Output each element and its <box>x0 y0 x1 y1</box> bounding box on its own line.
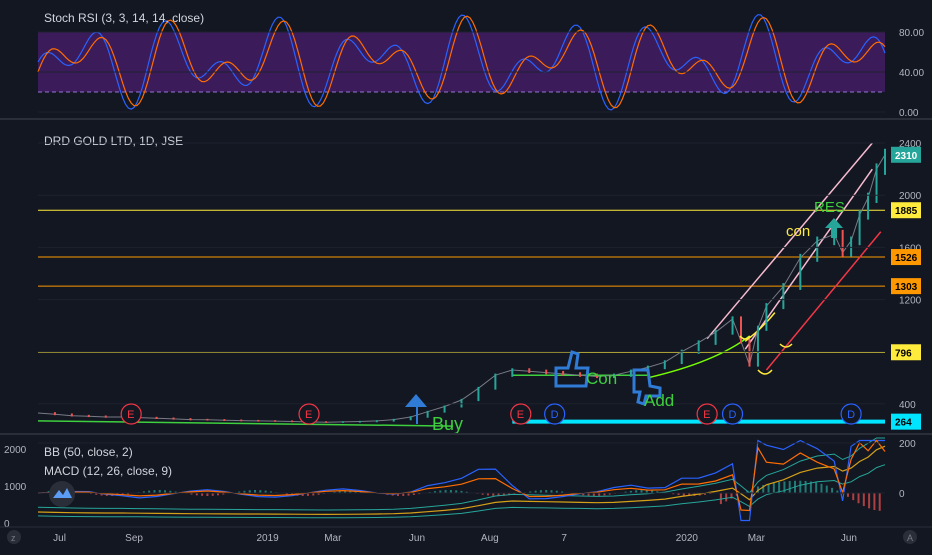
event-marker-label: D <box>729 409 737 421</box>
x-tick-label: Jul <box>53 533 66 544</box>
auto-scale-glyph: A <box>907 533 913 543</box>
bb-lower-band <box>37 464 886 519</box>
level-tag <box>891 202 921 219</box>
x-tick-label: Jun <box>409 533 425 544</box>
event-marker[interactable] <box>544 403 566 425</box>
smile-mark-3 <box>779 343 793 348</box>
lower-left-tick-label: 1000 <box>4 482 27 493</box>
rsi-tick-label: 40.00 <box>899 68 924 79</box>
bb-macd-panel[interactable]: BB (50, close, 2) MACD (12, 26, close, 9… <box>4 437 916 530</box>
event-marker-label: E <box>127 409 134 421</box>
lower-right-tick-label: 200 <box>899 439 916 450</box>
add-annotation: Add <box>644 391 674 410</box>
x-tick-label: Sep <box>125 533 143 544</box>
zoom-settings-glyph: z <box>11 533 16 543</box>
zoom-settings-icon[interactable] <box>7 530 21 544</box>
yellow-curve-line <box>744 312 776 342</box>
event-marker[interactable] <box>696 403 718 425</box>
rsi-tick-label: 80.00 <box>899 28 924 39</box>
level-tag-label: 264 <box>895 418 912 429</box>
price-panel[interactable]: DRD GOLD LTD, 1D, JSE 240020001600120080… <box>37 134 922 434</box>
price-series <box>37 154 886 423</box>
lower-left-tick-label: 0 <box>4 519 10 530</box>
stoch-rsi-k-line <box>37 14 886 111</box>
bb-basis <box>37 445 886 516</box>
x-tick-label: Mar <box>324 533 342 544</box>
stoch-rsi-panel[interactable]: Stoch RSI (3, 3, 14, 14, close) 80.00 40.… <box>37 11 924 119</box>
event-marker[interactable] <box>840 403 862 425</box>
x-tick-label: 7 <box>561 533 567 544</box>
macd-signal-line <box>37 439 886 512</box>
x-axis[interactable]: Jul Sep 2019 Mar Jun Aug 7 2020 Mar Jun z A <box>0 526 932 544</box>
level-tag-label: 1885 <box>895 206 918 217</box>
chart-title: DRD GOLD LTD, 1D, JSE <box>44 134 183 148</box>
event-marker-label: E <box>305 409 312 421</box>
buy-arrow-icon <box>405 394 427 424</box>
channel-upper-line[interactable] <box>706 142 873 340</box>
smile-mark-1 <box>739 335 751 340</box>
buy-annotation: Buy <box>432 414 463 434</box>
level-tag-label: 796 <box>895 348 912 359</box>
stoch-rsi-label: Stoch RSI (3, 3, 14, 14, close) <box>44 11 204 25</box>
event-marker[interactable] <box>120 403 142 425</box>
x-tick-label: 2019 <box>256 533 279 544</box>
macd-label: MACD (12, 26, close, 9) <box>44 464 172 478</box>
event-marker[interactable] <box>298 403 320 425</box>
price-tick-label: 400 <box>899 400 916 411</box>
x-tick-label: Mar <box>748 533 766 544</box>
price-tick-label: 1600 <box>899 243 922 254</box>
lower-left-tick-label: 2000 <box>4 445 27 456</box>
event-marker-label: D <box>551 409 559 421</box>
level-tag <box>891 249 921 266</box>
bb-label: BB (50, close, 2) <box>44 445 133 459</box>
level-tag <box>891 413 921 430</box>
event-marker-label: D <box>847 409 855 421</box>
event-marker-label: E <box>703 409 710 421</box>
price-tick-label: 2000 <box>899 191 922 202</box>
con-annotation-high: con <box>786 223 810 240</box>
lower-right-tick-label: 0 <box>899 489 905 500</box>
level-tag <box>891 344 921 361</box>
bb-upper-band <box>37 437 885 511</box>
rsi-tick-label: 0.00 <box>899 108 919 119</box>
thumbs-up-icon <box>554 350 590 388</box>
res-annotation: RES <box>814 199 845 216</box>
price-tick-label: 2400 <box>899 139 922 150</box>
level-tag <box>891 278 921 295</box>
last-price-tag <box>891 146 921 163</box>
event-marker-label: E <box>517 409 524 421</box>
x-tick-label: Jun <box>841 533 857 544</box>
price-tick-label: 1200 <box>899 296 922 307</box>
level-tag-label: 1526 <box>895 253 918 264</box>
auto-scale-icon[interactable] <box>903 530 917 544</box>
thumbs-down-icon <box>632 368 662 406</box>
tradingview-logo-icon[interactable] <box>49 481 75 507</box>
x-tick-label: Aug <box>481 533 499 544</box>
event-marker[interactable] <box>510 403 532 425</box>
last-price-label: 2310 <box>895 151 918 162</box>
level-tag-label: 1303 <box>895 282 918 293</box>
stoch-rsi-band <box>38 32 885 92</box>
x-tick-label: 2020 <box>676 533 699 544</box>
smile-mark-2 <box>757 369 773 375</box>
event-marker[interactable] <box>721 403 744 425</box>
green-base-line <box>37 420 454 427</box>
teal-up-arrow-icon <box>825 218 843 238</box>
con-annotation-low: Con <box>586 369 617 388</box>
macd-line <box>37 439 885 522</box>
